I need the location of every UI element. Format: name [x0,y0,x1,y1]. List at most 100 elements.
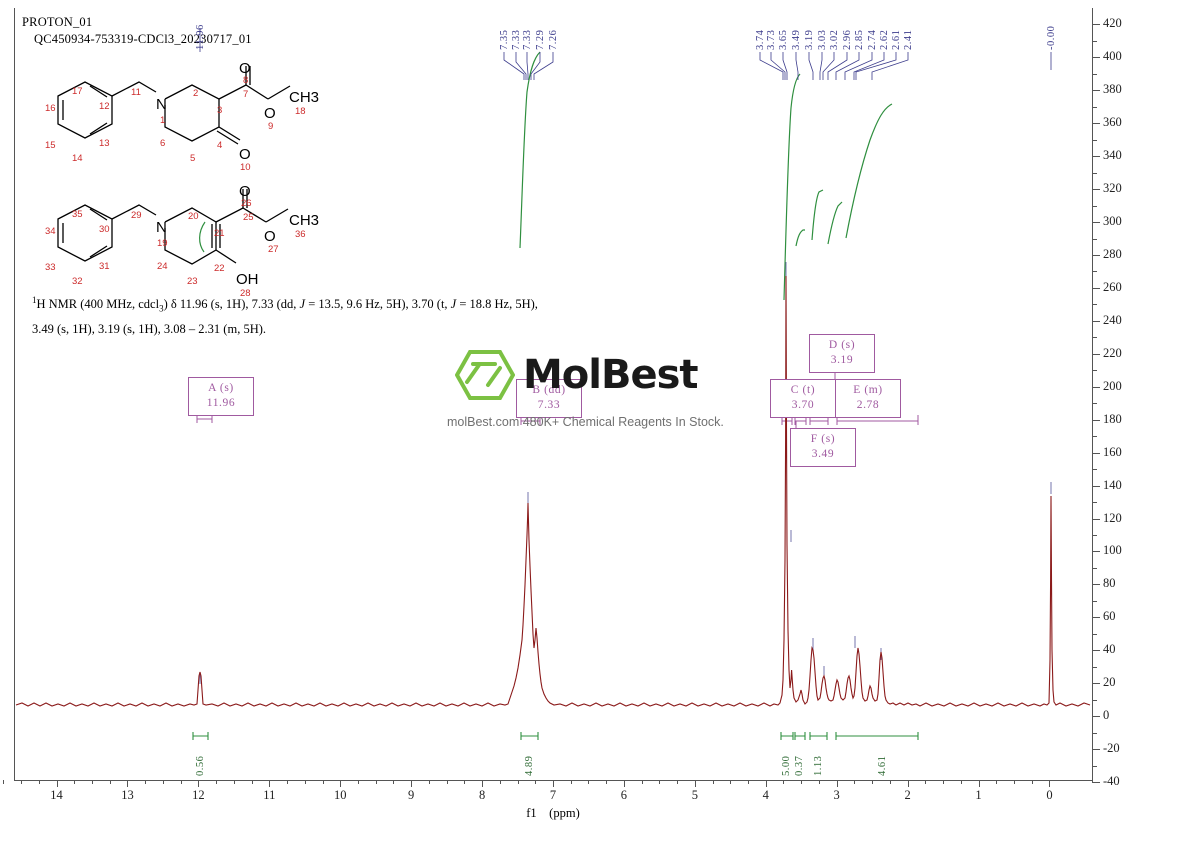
solvent-subscript: 3 [159,303,164,314]
y-axis-minor-tick [1092,633,1097,635]
atom-number-label: 29 [131,210,142,221]
y-axis-minor-tick [1092,106,1097,108]
y-axis-minor-tick [1092,534,1097,536]
integral-box-b[interactable]: B (dd) 7.33 [516,379,582,418]
atom-symbol-label: CH3 [289,89,320,106]
integral-box-header: C (t) [790,384,816,396]
y-axis-tick [1092,90,1100,92]
x-axis-minor-tick [74,780,76,784]
x-axis-minor-tick [304,780,306,784]
y-axis-tick-label: 340 [1103,148,1122,163]
x-axis-tick-label: 9 [408,788,415,802]
atom-number-label: 4 [217,140,223,151]
x-axis-tick [482,780,484,787]
atom-number-label: 22 [214,263,225,274]
x-axis-minor-tick [517,780,519,784]
integral-box-e[interactable]: E (m) 2.78 [835,379,901,418]
y-axis-minor-tick [1092,567,1097,569]
y-axis-tick-label: 180 [1103,411,1122,426]
y-axis-tick [1092,485,1100,487]
y-axis-tick-label: 280 [1103,247,1122,262]
x-axis-tick-label: 11 [263,788,276,802]
y-axis-tick [1092,386,1100,388]
x-axis-minor-tick [606,780,608,784]
y-axis-tick [1092,419,1100,421]
y-axis-tick-label: -40 [1103,774,1120,788]
y-axis-tick [1092,716,1100,718]
nmr-text-tail: = 13.5, 9.6 Hz, 5H), 3.70 (t, [305,297,451,312]
integral-value: 5.00 [781,755,792,776]
atom-number-label: 26 [241,198,252,209]
y-axis-tick [1092,683,1100,685]
atom-number-label: 1 [160,115,166,126]
y-axis-tick-label: 120 [1103,510,1122,525]
peak-label: 2.74 [867,29,878,50]
atom-number-label: 31 [99,261,110,272]
x-axis-minor-tick [92,780,93,784]
integral-box-header: E (m) [853,384,883,396]
y-axis-tick [1092,156,1100,158]
x-axis-minor-tick [446,780,448,784]
atom-number-label: 32 [72,276,83,287]
y-axis-tick-label: 240 [1103,312,1122,327]
x-axis-minor-tick [925,780,927,784]
experiment-name: PROTON_01 [22,15,93,29]
x-axis-minor-tick [233,780,235,784]
y-axis-tick-label: 200 [1103,378,1122,393]
y-axis-tick-label: 320 [1103,181,1122,196]
y-axis-minor-tick [1092,436,1097,438]
x-axis-minor-tick [712,780,714,784]
atom-number-label: 28 [240,288,251,299]
x-axis-minor-tick [1013,780,1015,784]
atom-symbol-label: O [239,183,251,200]
atom-number-label: 5 [190,153,196,164]
x-axis-tick-label: 1 [975,788,982,802]
integral-value: 1.13 [813,755,824,776]
x-axis-minor-tick [180,780,182,784]
peak-label: 3.19 [804,29,815,50]
integral-box-f[interactable]: F (s) 3.49 [790,428,856,467]
x-axis-tick [269,780,271,787]
peak-label: 11.96 [195,24,206,50]
x-axis-minor-tick [872,780,874,784]
x-axis-tick-label: 14 [50,788,63,802]
watermark-brand: MolBest [523,352,699,398]
integral-box-a[interactable]: A (s) 11.96 [188,377,254,416]
atom-number-label: 7 [243,89,249,100]
nmr-assignment-text: 1H NMR (400 MHz, cdcl3) δ 11.96 (s, 1H),… [32,290,592,339]
peak-label: -0.00 [1046,25,1057,50]
atom-number-label: 15 [45,140,56,151]
atom-number-label: 18 [295,106,306,117]
x-axis-tick [623,780,625,787]
y-axis-tick [1092,222,1100,224]
j-coupling-symbol-2: J [450,297,457,312]
atom-symbol-label: O [264,228,276,245]
atom-number-label: 19 [157,238,168,249]
integral-box-c[interactable]: C (t) 3.70 [770,379,836,418]
y-axis-minor-tick [1092,271,1097,273]
x-axis-minor-tick [818,780,820,784]
x-axis-minor-tick [464,780,466,784]
peak-label: 7.26 [548,29,559,50]
y-axis-tick [1092,650,1100,652]
x-axis-minor-tick [499,780,501,784]
x-axis-minor-tick [783,780,785,784]
x-axis-tick-label: 4 [762,788,769,802]
x-axis-minor-tick [996,780,998,784]
y-axis-tick [1092,255,1100,257]
x-axis-minor-tick [145,780,147,784]
atom-number-label: 34 [45,226,56,237]
x-axis-tick-label: 13 [121,788,134,802]
y-axis-minor-tick [1092,666,1097,668]
watermark: MolBest [455,348,699,402]
y-axis-tick-label: 0 [1103,708,1110,723]
atom-symbol-label: OH [236,271,259,288]
y-axis-minor-tick [1092,765,1097,767]
y-axis-minor-tick [1092,73,1097,75]
integral-box-d[interactable]: D (s) 3.19 [809,334,875,373]
x-axis-minor-tick [216,780,218,784]
molbest-logo-icon [455,350,515,400]
integral-box-header: B (dd) [532,384,566,396]
y-axis-tick [1092,57,1100,59]
